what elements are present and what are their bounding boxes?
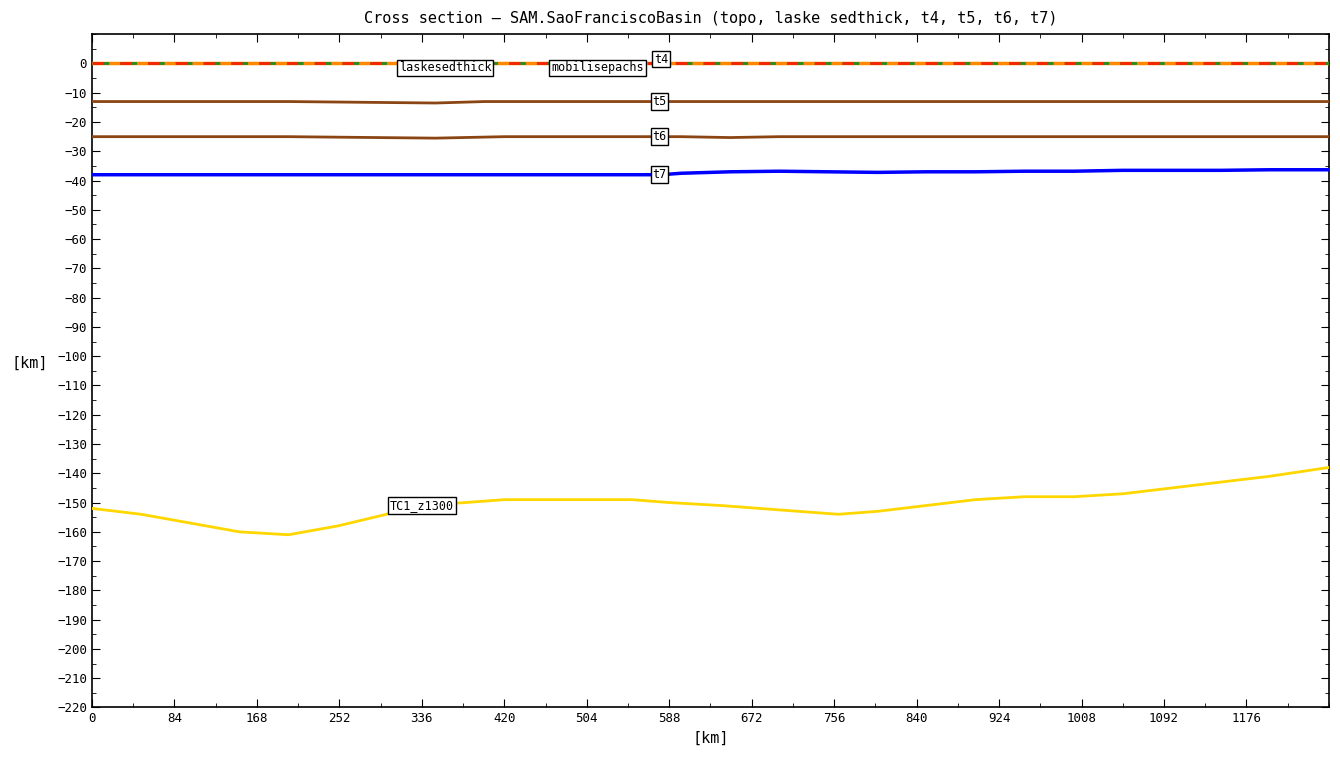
Text: TC1_z1300: TC1_z1300 — [390, 499, 454, 512]
X-axis label: [km]: [km] — [693, 731, 729, 746]
Y-axis label: [km]: [km] — [11, 356, 48, 371]
Text: t5: t5 — [653, 95, 666, 108]
Text: t4: t4 — [654, 52, 669, 66]
Text: t7: t7 — [653, 168, 666, 181]
Text: mobilisepachs: mobilisepachs — [551, 61, 643, 74]
Title: Cross section – SAM.SaoFranciscoBasin (topo, laske sedthick, t4, t5, t6, t7): Cross section – SAM.SaoFranciscoBasin (t… — [363, 11, 1057, 26]
Text: t6: t6 — [653, 130, 666, 143]
Text: laskesedthick: laskesedthick — [399, 61, 492, 74]
